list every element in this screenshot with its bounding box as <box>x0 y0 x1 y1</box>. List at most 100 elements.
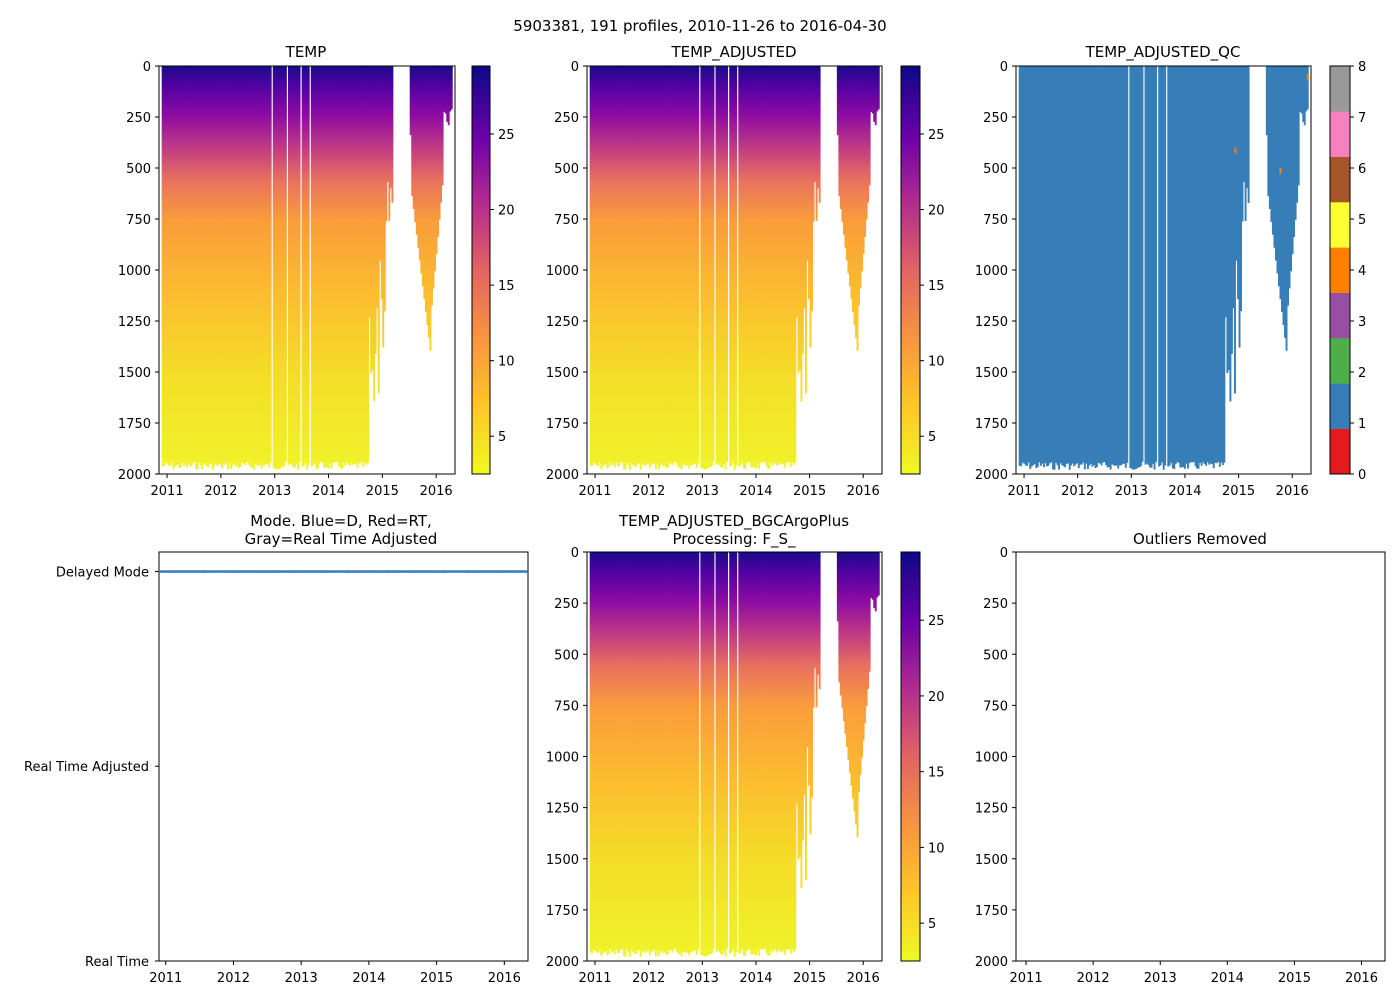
profile-column <box>179 66 182 468</box>
profile-column <box>342 66 345 463</box>
profile-column <box>330 66 333 469</box>
profile-column <box>607 552 610 955</box>
profile-column <box>795 66 798 318</box>
profile-column <box>1044 66 1047 464</box>
profile-column <box>388 66 391 221</box>
profile-column <box>776 552 779 953</box>
mode-point <box>200 570 203 573</box>
profile-column <box>1070 66 1073 466</box>
profile-column <box>166 66 169 464</box>
profile-column <box>650 552 653 952</box>
profile-column <box>809 552 812 835</box>
mode-point <box>175 570 178 573</box>
profile-column <box>383 66 386 312</box>
profile-column <box>718 552 721 952</box>
profile-column <box>777 66 780 463</box>
profile-column <box>1094 66 1097 468</box>
mode-point <box>211 570 215 573</box>
profile-column <box>420 66 423 274</box>
x-ticks-mode: 2011 2012 2013 2014 2015 2016 <box>149 961 521 986</box>
profile-column <box>761 552 763 950</box>
profile-column <box>1080 66 1083 465</box>
profile-column <box>780 552 783 951</box>
profile-column <box>377 66 380 394</box>
profile-column <box>1074 66 1077 465</box>
profile-column <box>190 66 193 466</box>
profile-column <box>635 552 638 955</box>
profile-column <box>741 66 744 463</box>
profile-column <box>1126 66 1129 463</box>
profile-column <box>427 66 430 338</box>
profile-column <box>730 552 733 953</box>
mode-point <box>503 570 507 573</box>
profile-column <box>750 552 753 955</box>
profile-column <box>431 66 433 306</box>
y-tick-label: 1750 <box>546 417 579 432</box>
profile-column <box>697 66 700 463</box>
profile-column <box>446 66 449 122</box>
profile-column <box>198 66 201 463</box>
profile-column <box>1058 66 1061 470</box>
profile-column <box>774 552 777 952</box>
y-tick-label: 250 <box>554 597 579 612</box>
profile-column <box>657 66 660 469</box>
profile-column <box>665 552 668 955</box>
profile-column <box>774 66 777 465</box>
profile-column <box>785 66 788 463</box>
profile-column <box>663 552 666 953</box>
profile-column <box>874 66 877 126</box>
profile-column <box>1235 66 1238 261</box>
mode-point <box>335 570 339 573</box>
colorbar-tick-label: 20 <box>928 690 945 705</box>
y-tick-label: 250 <box>983 597 1008 612</box>
profile-column <box>601 552 604 954</box>
profile-column <box>589 552 592 953</box>
mode-point <box>463 570 467 573</box>
profile-column <box>1221 66 1224 466</box>
qc-colorbar-segment <box>1330 383 1350 429</box>
profile-column <box>318 66 321 464</box>
profile-column <box>409 66 412 136</box>
mode-point <box>416 570 420 573</box>
profile-column <box>674 552 677 950</box>
profile-column <box>671 552 674 953</box>
profile-column <box>1023 66 1026 464</box>
profile-column <box>612 66 615 464</box>
y-tick-label: 1500 <box>546 853 579 868</box>
profile-column <box>1146 66 1148 464</box>
profile-column <box>1026 66 1029 466</box>
mode-point <box>521 570 525 573</box>
mode-point <box>418 570 422 573</box>
mode-point <box>165 570 169 573</box>
profile-column <box>871 66 874 114</box>
mode-point <box>182 570 186 573</box>
profile-column <box>639 66 642 470</box>
colorbar-gradient <box>471 65 491 475</box>
profile-column <box>1082 66 1085 463</box>
mode-point <box>349 570 352 573</box>
mode-point <box>459 570 463 573</box>
profile-column <box>621 66 624 463</box>
profile-column <box>1106 66 1109 468</box>
y-tick-label: 0 <box>571 546 579 561</box>
profile-column <box>1271 66 1274 235</box>
profile-column <box>838 552 841 683</box>
panel-mode: Mode. Blue=D, Red=RT, Gray=Real Time Adj… <box>24 512 529 986</box>
profile-column <box>1215 66 1218 464</box>
profile-column <box>339 66 342 469</box>
mode-point <box>178 570 182 573</box>
profile-column <box>861 66 864 272</box>
profile-column <box>767 552 770 956</box>
profile-column <box>1197 66 1200 469</box>
qc-outlier-mark <box>1234 147 1237 154</box>
profile-column <box>1071 66 1074 464</box>
profile-column <box>638 552 641 951</box>
profile-column <box>818 66 821 203</box>
profile-column <box>312 66 315 466</box>
profile-column <box>1281 66 1283 313</box>
profile-column <box>670 552 672 951</box>
profile-column <box>256 66 258 466</box>
profile-column <box>1276 66 1279 274</box>
profile-column <box>738 66 741 467</box>
profile-column <box>798 66 801 371</box>
